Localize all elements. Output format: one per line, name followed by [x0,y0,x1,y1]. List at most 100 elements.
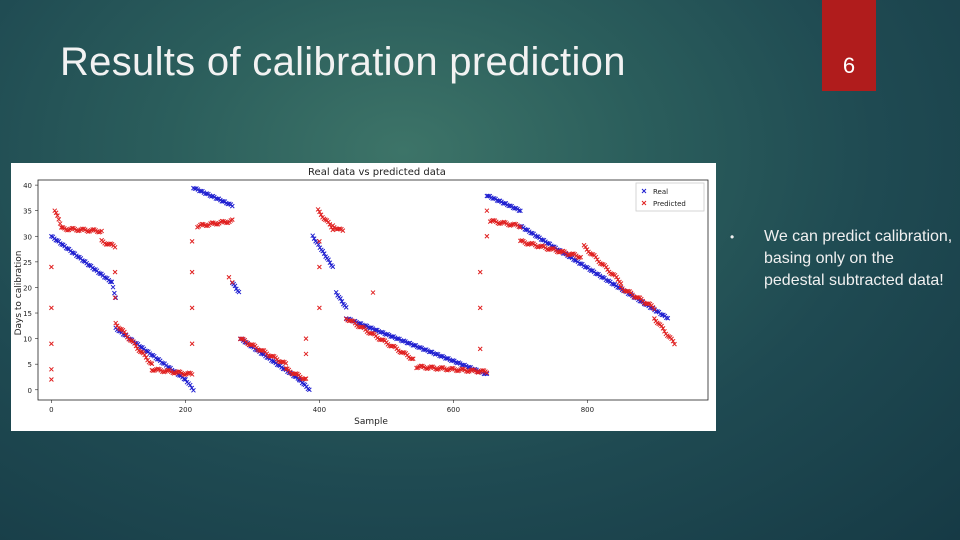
legend-items: Real Predicted [641,188,686,208]
point-predicted [525,242,531,247]
point-predicted [122,329,127,335]
point-real [270,359,276,364]
point-real [357,321,362,326]
point-predicted [414,365,419,371]
slide-title: Results of calibration prediction [60,40,626,84]
point-predicted [132,341,137,346]
point-real [204,191,210,196]
point-real [663,315,669,321]
point-predicted [52,208,58,214]
point-predicted [293,371,299,376]
x-tick-label: 200 [179,406,192,414]
point-real [502,201,507,206]
point-real [97,271,103,276]
x-tick-label: 0 [49,406,53,414]
point-predicted [112,269,118,275]
point-predicted [203,223,209,229]
point-real [148,352,154,358]
point-predicted [599,261,605,267]
point-predicted [652,316,657,321]
point-real [321,251,327,256]
bullet-list: • We can predict calibration, basing onl… [726,226,956,292]
point-predicted [646,301,651,306]
point-predicted [475,370,481,375]
bullet-text: We can predict calibration, basing only … [764,228,953,289]
point-real [428,349,433,355]
point-predicted [518,224,523,230]
y-axis-ticks: 0 5 10 15 20 25 30 35 40 [23,182,38,395]
point-predicted [469,367,475,372]
point-predicted [465,369,471,375]
point-predicted [496,221,502,227]
point-predicted [99,228,105,234]
x-tick-label: 800 [581,406,594,414]
point-predicted [56,217,62,222]
point-predicted [545,247,551,253]
point-predicted [57,221,63,226]
y-axis-label: Days to calibration [14,251,24,336]
point-real [540,237,545,243]
point-real [53,237,59,243]
point-predicted [428,364,434,369]
point-real [411,342,417,348]
point-real [444,356,450,361]
point-predicted [49,264,54,270]
point-real [330,264,336,270]
point-predicted [490,217,496,223]
point-predicted [270,353,276,359]
point-real [229,203,235,209]
point-predicted [614,274,619,280]
point-predicted [283,361,289,366]
point-predicted [123,332,129,337]
point-predicted [652,306,657,312]
x-axis-ticks: 0 200 400 600 800 [49,400,594,414]
point-real [59,242,65,247]
point-real [665,315,671,321]
point-predicted [326,219,331,225]
chart-title: Real data vs predicted data [308,167,446,178]
point-predicted [49,305,54,311]
y-tick-label: 15 [23,310,32,318]
point-real [215,196,220,202]
point-real [588,268,594,273]
y-tick-label: 20 [23,284,32,292]
point-predicted [49,341,54,347]
point-predicted [484,233,490,239]
bullet-marker: • [730,230,735,244]
point-real [187,382,193,388]
point-real [316,242,321,247]
legend-box [635,182,705,212]
point-predicted [165,367,171,373]
point-predicted [113,320,119,326]
chart-image: Real data vs predicted data 0 5 10 15 20 25 30… [11,163,716,431]
point-predicted [209,220,215,226]
point-predicted [189,239,195,244]
point-real [107,279,113,285]
x-tick-label: 600 [447,406,460,414]
y-tick-label: 35 [23,208,32,216]
point-predicted [337,226,343,232]
point-real [523,227,529,233]
point-predicted [459,366,465,372]
point-real [327,260,333,266]
point-real [395,336,401,341]
y-tick-label: 5 [28,361,32,369]
point-predicted [603,264,609,270]
point-predicted [317,264,322,270]
point-predicted [409,356,415,362]
point-predicted [96,229,102,235]
point-real [605,278,610,284]
point-real [138,344,144,350]
point-real [659,312,665,318]
point-predicted [315,207,321,212]
point-predicted [229,217,235,223]
point-predicted [239,336,245,342]
point-predicted [670,338,676,344]
point-predicted [55,213,60,218]
point-predicted [112,244,118,250]
point-predicted [330,227,336,233]
point-predicted [370,290,376,295]
point-predicted [142,352,148,358]
point-predicted [583,244,588,250]
point-predicted [303,351,309,357]
